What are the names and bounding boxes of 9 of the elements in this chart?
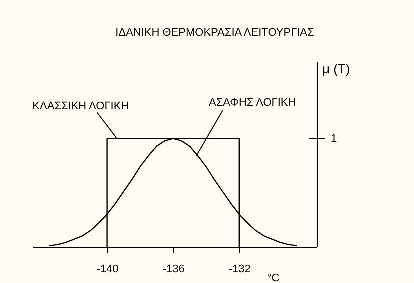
x-tick-label: -136 — [162, 264, 185, 276]
y-axis-title: μ (T) — [322, 62, 350, 76]
text: ΚΛΑΣΣΙΚΗ ΛΟΓΙΚΗ — [32, 100, 130, 112]
text: 1 — [331, 132, 338, 145]
x-axis-title: °C — [267, 272, 280, 283]
x-tick-label: -132 — [228, 264, 251, 276]
chart-title: ΙΔΑΝΙΚΗ ΘΕΡΜΟΚΡΑΣΙΑ ΛΕΙΤΟΥΡΓΙΑΣ — [116, 27, 315, 39]
x-tick-label: -140 — [96, 264, 119, 276]
text: ΑΣΑΦΗΣ ΛΟΓΙΚΗ — [209, 97, 296, 110]
